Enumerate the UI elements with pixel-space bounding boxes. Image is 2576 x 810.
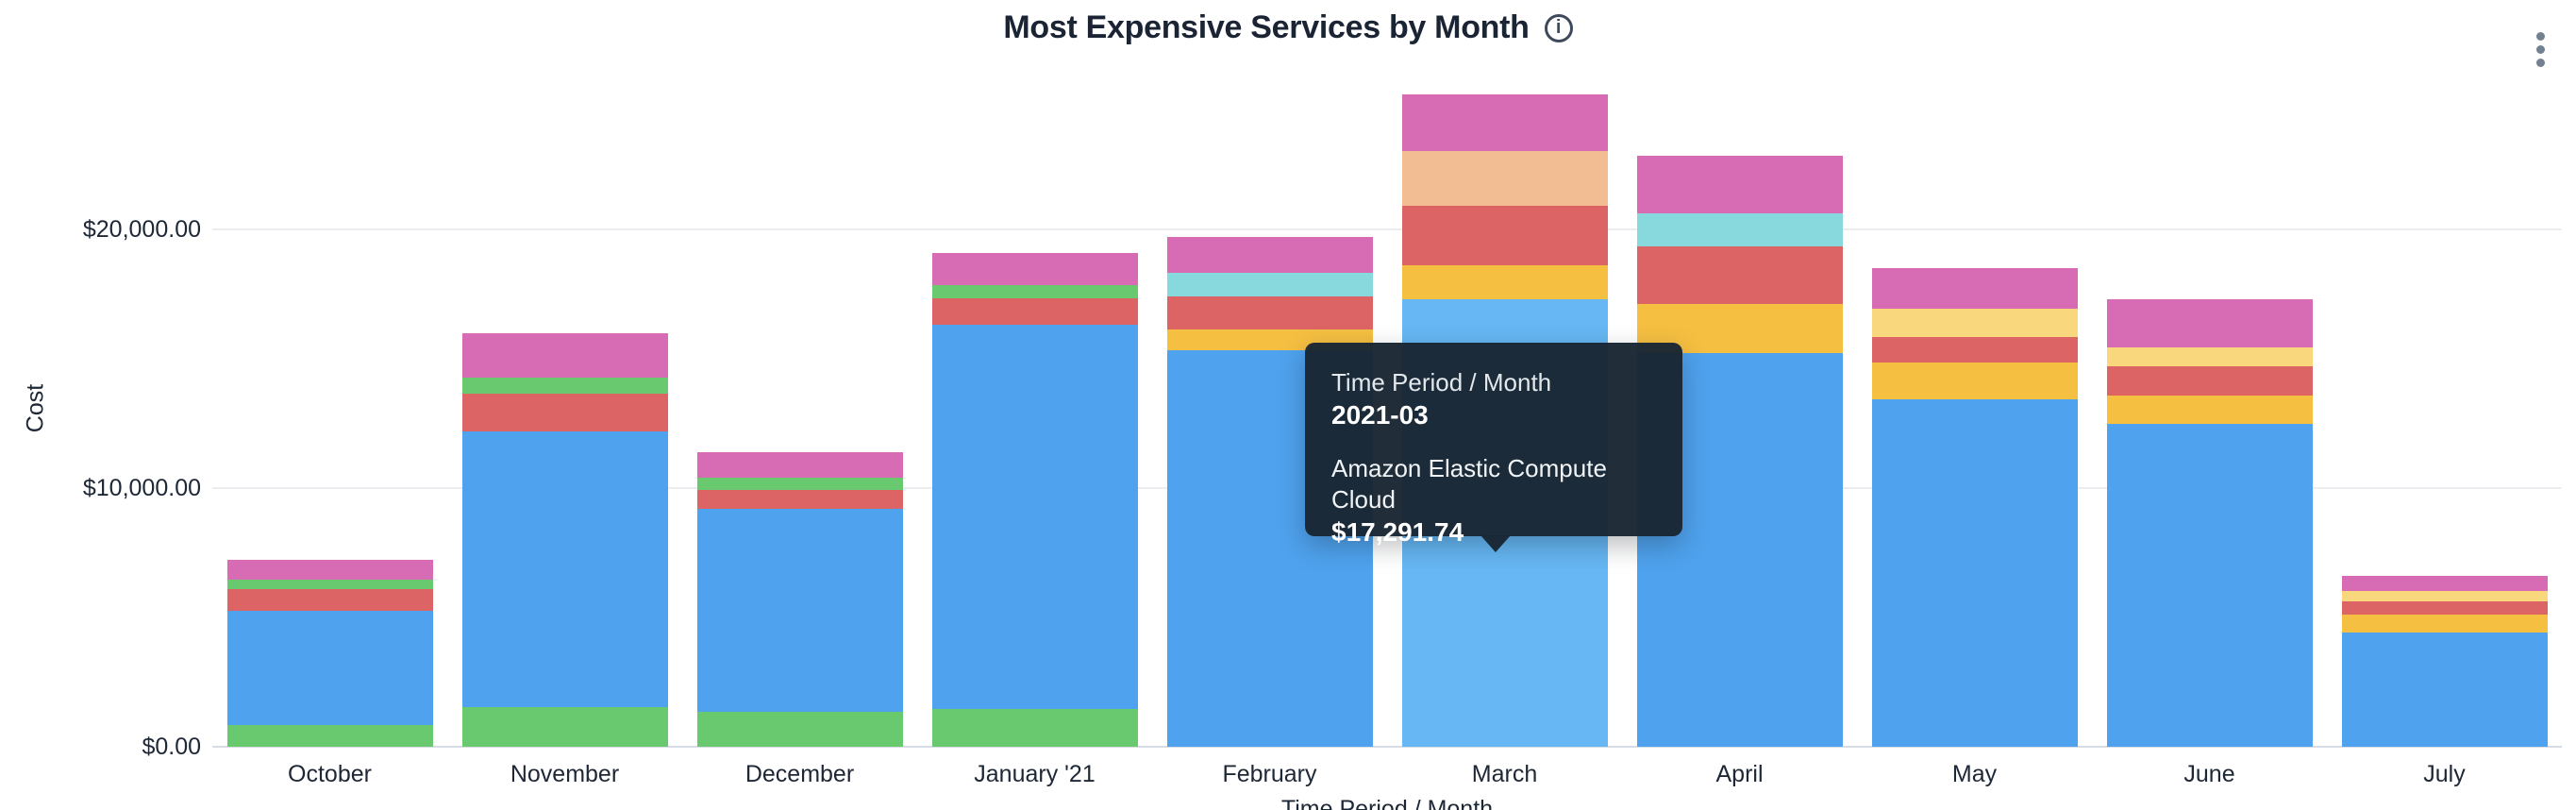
bar-segment-light_yellow[interactable] [1871, 309, 2078, 337]
bar-segment-blue[interactable] [696, 508, 903, 712]
bar-segment-blue[interactable] [2106, 424, 2313, 747]
bar-segment-amber[interactable] [1401, 265, 1608, 300]
bar-segment-pink[interactable] [226, 560, 433, 580]
bar-segment-green[interactable] [226, 579, 433, 589]
x-tick-label: November [510, 761, 620, 787]
bar-segment-blue[interactable] [931, 324, 1138, 709]
bar-segment-red[interactable] [226, 588, 433, 612]
bar-segment-red[interactable] [931, 297, 1138, 325]
y-tick-label: $10,000.00 [82, 475, 201, 501]
x-tick-label: May [1951, 761, 1998, 787]
bar-segment-pink[interactable] [1401, 94, 1608, 152]
kebab-menu-icon[interactable] [2521, 23, 2559, 76]
x-tick-label: January '21 [974, 761, 1096, 787]
x-tick-label: December [744, 761, 855, 787]
bar-segment-red[interactable] [461, 393, 668, 431]
bar-segment-red[interactable] [1636, 245, 1843, 304]
gridline [212, 228, 2562, 230]
bar-segment-green[interactable] [226, 724, 433, 747]
x-axis-title: Time Period / Month [1280, 796, 1494, 810]
tooltip-axis-label: Time Period / Month [1331, 368, 1552, 397]
kebab-dot [2535, 31, 2545, 41]
x-tick-label: April [1715, 761, 1764, 787]
gridline [212, 746, 2562, 748]
bar-segment-red[interactable] [2341, 600, 2548, 615]
bar-segment-green[interactable] [461, 378, 668, 394]
bar-segment-pink[interactable] [931, 252, 1138, 285]
tooltip-value: $17,291.74 [1331, 517, 1464, 547]
bar-segment-red[interactable] [2106, 365, 2313, 396]
tooltip-arrow [1480, 535, 1511, 552]
bar-segment-green[interactable] [696, 477, 903, 490]
bar-segment-blue[interactable] [461, 430, 668, 708]
x-tick-label: February [1222, 761, 1317, 787]
kebab-dot [2535, 58, 2545, 67]
tooltip-period: 2021-03 [1331, 400, 1429, 430]
bar-segment-light_yellow[interactable] [2106, 346, 2313, 366]
tooltip-series-name: Amazon Elastic Compute Cloud [1331, 454, 1607, 514]
x-tick-label: July [2423, 761, 2466, 787]
bar-segment-amber[interactable] [2341, 614, 2548, 633]
bar-segment-green[interactable] [696, 712, 903, 747]
bar-segment-red[interactable] [1871, 336, 2078, 363]
chart-title: Most Expensive Services by Month [1003, 9, 1530, 45]
y-tick-label: $0.00 [142, 734, 201, 760]
x-tick-label: March [1471, 761, 1538, 787]
y-axis-title: Cost [22, 383, 49, 433]
bar-segment-amber[interactable] [1871, 363, 2078, 400]
bar-segment-pink[interactable] [2106, 298, 2313, 347]
tooltip: Time Period / Month 2021-03 Amazon Elast… [1305, 343, 1682, 552]
bar-segment-green[interactable] [931, 284, 1138, 298]
bar-segment-pink[interactable] [1871, 268, 2078, 310]
bar-segment-pink[interactable] [461, 332, 668, 378]
bar-segment-peach[interactable] [1401, 151, 1608, 207]
bar-segment-blue[interactable] [226, 611, 433, 725]
bar-segment-blue[interactable] [1871, 399, 2078, 747]
bar-segment-red[interactable] [696, 489, 903, 509]
x-tick-label: October [288, 761, 372, 787]
x-tick-label: June [2183, 761, 2235, 787]
bar-segment-red[interactable] [1401, 206, 1608, 266]
chart-header: Most Expensive Services by Month i [0, 0, 2576, 76]
bar-segment-blue[interactable] [2341, 632, 2548, 747]
bar-segment-amber[interactable] [2106, 395, 2313, 425]
bar-segment-green[interactable] [931, 708, 1138, 747]
bar-segment-pink[interactable] [1636, 155, 1843, 213]
bar-segment-cyan[interactable] [1166, 273, 1373, 296]
bar-segment-cyan[interactable] [1636, 212, 1843, 246]
bar-segment-light_yellow[interactable] [2341, 590, 2548, 601]
y-tick-label: $20,000.00 [82, 216, 201, 243]
bar-segment-pink[interactable] [2341, 575, 2548, 591]
bar-segment-green[interactable] [461, 707, 668, 747]
info-icon[interactable]: i [1544, 13, 1573, 42]
bar-segment-pink[interactable] [1166, 236, 1373, 274]
kebab-dot [2535, 44, 2545, 54]
title-wrap: Most Expensive Services by Month i [0, 9, 2576, 46]
bar-segment-pink[interactable] [696, 451, 903, 478]
bar-segment-red[interactable] [1166, 295, 1373, 330]
